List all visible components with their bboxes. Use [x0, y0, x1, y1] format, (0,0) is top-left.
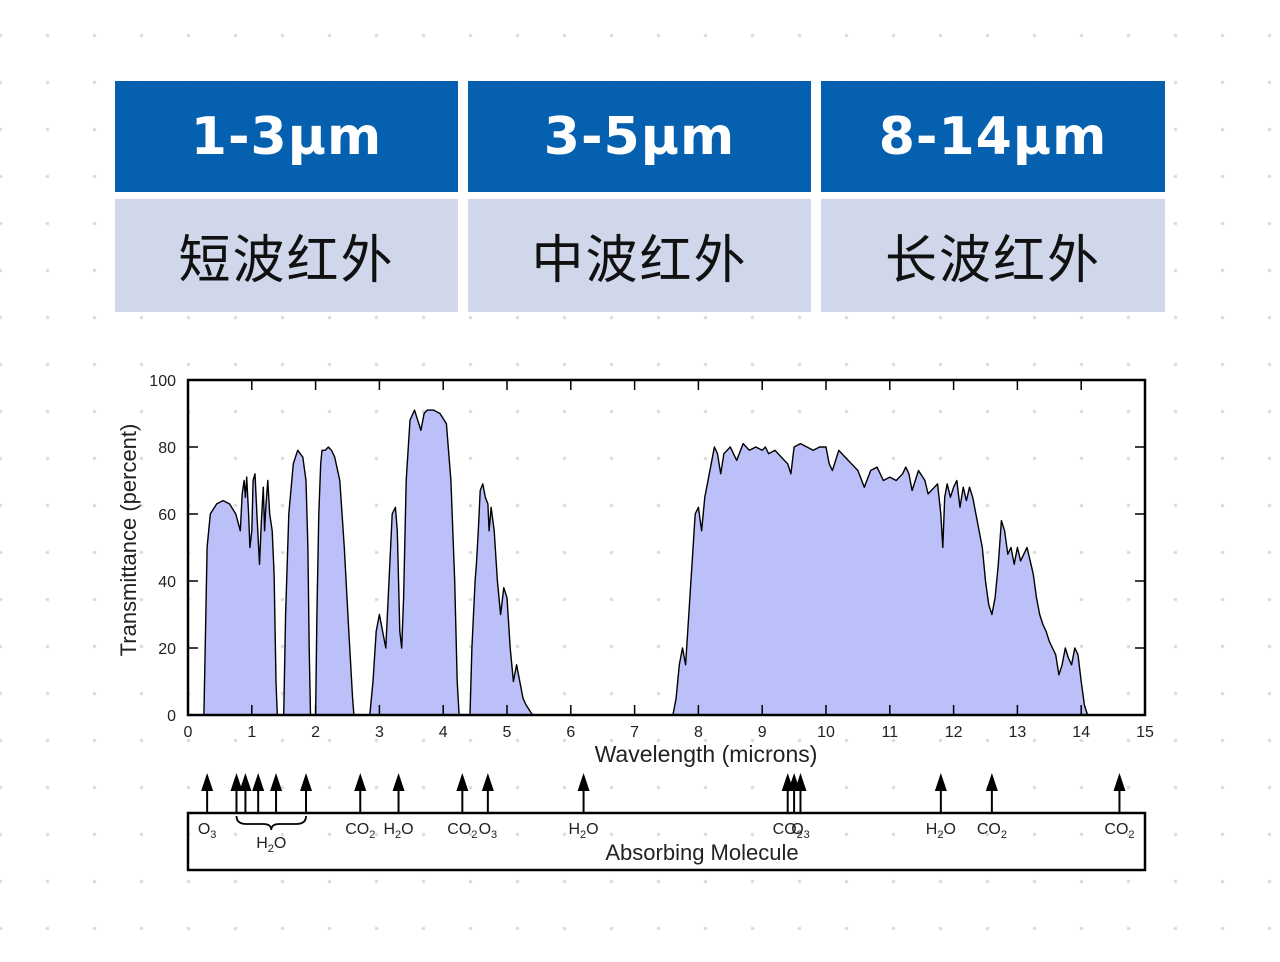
absorber-label: CO2 — [345, 821, 375, 841]
ir-band-table: 1-3μm 短波红外 3-5μm 中波红外 8-14μm 长波红外 — [115, 81, 1165, 312]
band-range-swir: 1-3μm — [115, 81, 458, 192]
x-tick-label: 4 — [439, 724, 448, 741]
absorber-label: H2O — [383, 821, 413, 841]
x-tick-label: 14 — [1072, 724, 1090, 741]
absorber-label: CO2 — [1104, 821, 1134, 841]
y-tick-label: 100 — [149, 373, 176, 390]
band-mwir: 3-5μm 中波红外 — [468, 81, 811, 312]
x-tick-label: 6 — [566, 724, 575, 741]
x-tick-label: 0 — [184, 724, 193, 741]
absorber-arrow-head — [934, 773, 947, 791]
x-tick-label: 8 — [694, 724, 703, 741]
absorber-label: H2O — [568, 821, 598, 841]
h2o-brace-label: H2O — [256, 835, 286, 855]
transmittance-area — [203, 409, 1089, 716]
absorber-arrow-head — [300, 773, 313, 791]
x-tick-label: 11 — [881, 724, 898, 741]
absorber-arrow-head — [201, 773, 214, 791]
absorber-arrow-head — [230, 773, 243, 791]
x-tick-label: 10 — [817, 724, 835, 741]
absorber-arrow-head — [354, 773, 367, 791]
y-tick-label: 0 — [167, 708, 176, 725]
x-tick-label: 15 — [1136, 724, 1154, 741]
absorber-arrow-head — [392, 773, 405, 791]
y-tick-label: 40 — [158, 574, 176, 591]
absorber-label: CO2 — [977, 821, 1007, 841]
absorber-arrow-head — [239, 773, 252, 791]
absorber-label: O3 — [198, 821, 217, 841]
absorber-arrow-head — [456, 773, 469, 791]
absorber-label: H2O — [926, 821, 956, 841]
x-tick-label: 9 — [758, 724, 767, 741]
x-axis-label: Wavelength (microns) — [595, 741, 818, 767]
absorber-arrow-head — [481, 773, 494, 791]
y-axis-label: Transmittance (percent) — [116, 424, 141, 657]
x-tick-label: 13 — [1009, 724, 1027, 741]
y-tick-label: 20 — [158, 641, 176, 658]
band-lwir: 8-14μm 长波红外 — [821, 81, 1165, 312]
x-tick-label: 1 — [247, 724, 256, 741]
band-swir: 1-3μm 短波红外 — [115, 81, 458, 312]
band-name-lwir: 长波红外 — [821, 199, 1165, 312]
plot-layer — [203, 409, 1089, 716]
x-tick-label: 12 — [945, 724, 963, 741]
absorber-arrow-head — [985, 773, 998, 791]
x-tick-label: 7 — [630, 724, 639, 741]
h2o-brace — [235, 815, 307, 831]
band-range-lwir: 8-14μm — [821, 81, 1165, 192]
band-range-mwir: 3-5μm — [468, 81, 811, 192]
absorber-arrow-head — [577, 773, 590, 791]
x-tick-label: 3 — [375, 724, 384, 741]
y-tick-label: 80 — [158, 440, 176, 457]
absorber-box-label: Absorbing Molecule — [605, 840, 798, 865]
absorber-arrow-head — [1113, 773, 1126, 791]
x-tick-label: 5 — [503, 724, 512, 741]
y-tick-label: 60 — [158, 507, 176, 524]
band-name-swir: 短波红外 — [115, 199, 458, 312]
absorber-label: CO2 — [447, 821, 477, 841]
absorber-label: CO2 — [773, 821, 803, 841]
absorber-arrow-head — [794, 773, 807, 791]
absorber-box — [186, 811, 1147, 872]
x-tick-label: 2 — [311, 724, 320, 741]
absorber-label: O3 — [791, 821, 810, 841]
band-name-mwir: 中波红外 — [468, 199, 811, 312]
absorber-label: O3 — [479, 821, 498, 841]
absorber-arrow-head — [252, 773, 265, 791]
absorber-arrow-head — [270, 773, 283, 791]
plot-frame — [186, 378, 1147, 717]
